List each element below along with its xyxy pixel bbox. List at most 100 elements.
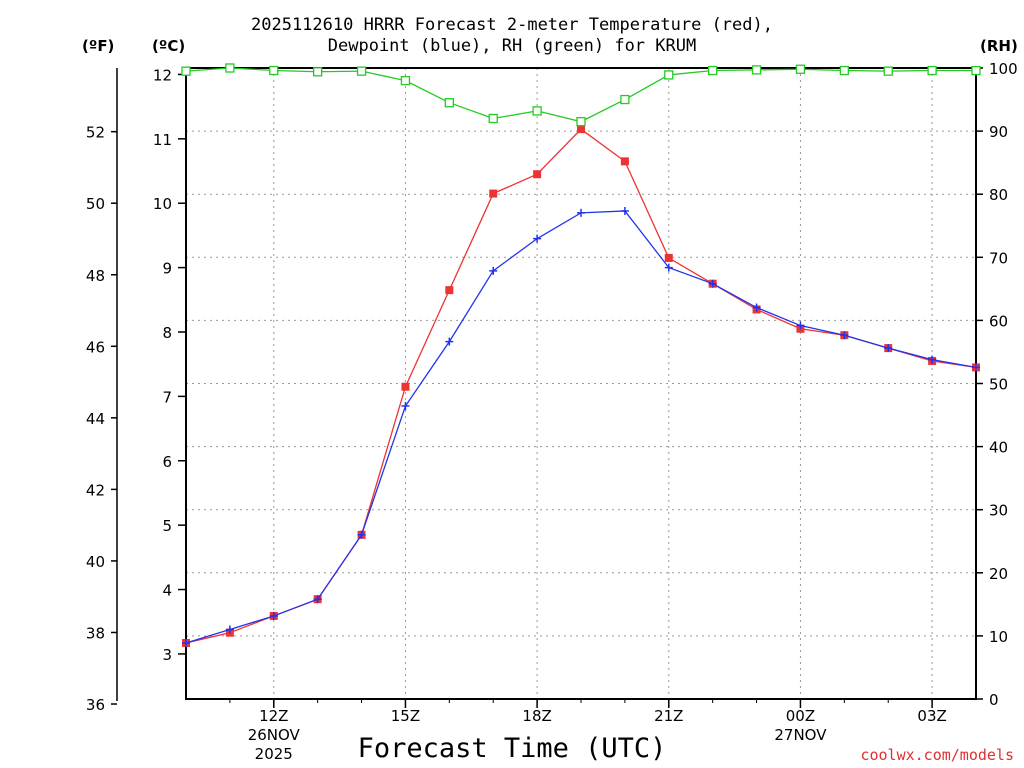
series-dewpoint bbox=[182, 206, 980, 647]
temperature-line bbox=[185, 128, 977, 644]
dewpoint-point bbox=[182, 638, 190, 647]
x-axis-tick-label: 21Z bbox=[654, 707, 683, 725]
f-axis-tick-label: 46 bbox=[86, 338, 105, 356]
rh-point bbox=[488, 113, 498, 124]
temperature-point bbox=[620, 157, 629, 166]
rh-point bbox=[444, 98, 454, 108]
celsius-unit-label: (ºC) bbox=[152, 37, 186, 55]
source-credit: coolwx.com/models bbox=[860, 746, 1014, 764]
rh-point bbox=[269, 65, 279, 76]
rh-axis-tick-label: 80 bbox=[989, 186, 1008, 204]
x-axis-tick-label: 15Z bbox=[391, 707, 420, 725]
dewpoint-point bbox=[840, 331, 849, 340]
rh-axis-tick-label: 30 bbox=[989, 502, 1008, 520]
rh-axis-tick-label: 0 bbox=[989, 691, 999, 709]
c-axis-tick-label: 8 bbox=[162, 324, 172, 342]
dewpoint-point bbox=[620, 206, 629, 215]
f-axis-tick-label: 36 bbox=[86, 696, 105, 714]
rh-point bbox=[795, 64, 806, 74]
c-axis-tick-label: 11 bbox=[153, 131, 172, 149]
rh-point bbox=[356, 66, 367, 76]
dewpoint-point bbox=[225, 625, 234, 634]
x-axis-tick-label: 2025 bbox=[255, 745, 293, 763]
dewpoint-point bbox=[796, 321, 805, 330]
chart-title-line-2: Dewpoint (blue), RH (green) for KRUM bbox=[327, 36, 697, 56]
series-temperature bbox=[182, 125, 980, 647]
dewpoint-point bbox=[577, 208, 585, 217]
axes: 3 4 5 6 7 8 9 10 11 12 36 38 40 42 44 46 48 50 52 0 10 20 30 40… bbox=[86, 60, 1018, 763]
rh-point bbox=[225, 63, 235, 73]
dewpoint-point bbox=[752, 303, 761, 312]
c-axis-tick-label: 7 bbox=[162, 388, 172, 406]
rh-point bbox=[181, 66, 191, 76]
dewpoint-point bbox=[928, 355, 937, 364]
dewpoint-line bbox=[185, 210, 977, 644]
rh-point bbox=[664, 70, 674, 80]
c-axis-tick-label: 4 bbox=[162, 582, 172, 600]
series-group bbox=[181, 63, 981, 647]
rh-point bbox=[532, 106, 542, 116]
c-axis-tick-label: 6 bbox=[162, 453, 172, 471]
rh-line bbox=[185, 67, 976, 123]
rh-axis-tick-label: 10 bbox=[989, 628, 1008, 646]
x-axis-tick-label: 03Z bbox=[917, 707, 946, 725]
fahrenheit-unit-label: (ºF) bbox=[82, 37, 115, 55]
rh-axis-tick-label: 100 bbox=[989, 60, 1018, 78]
dewpoint-point bbox=[269, 611, 278, 620]
dewpoint-point bbox=[708, 279, 717, 288]
dewpoint-point bbox=[313, 595, 322, 604]
rh-unit-label: (RH) bbox=[980, 37, 1018, 55]
c-axis-tick-label: 9 bbox=[162, 260, 172, 278]
temperature-point bbox=[445, 286, 454, 295]
f-axis-tick-label: 48 bbox=[86, 267, 105, 285]
f-axis-tick-label: 50 bbox=[86, 195, 105, 213]
f-axis-tick-label: 52 bbox=[86, 124, 105, 142]
f-axis-tick-label: 40 bbox=[86, 553, 105, 571]
c-axis-tick-label: 3 bbox=[162, 646, 172, 664]
rh-point bbox=[927, 65, 937, 76]
c-axis-tick-label: 12 bbox=[153, 66, 172, 84]
rh-point bbox=[751, 65, 762, 75]
dewpoint-point bbox=[533, 234, 542, 243]
dewpoint-point bbox=[357, 530, 366, 539]
dewpoint-point bbox=[401, 402, 410, 411]
rh-axis-tick-label: 40 bbox=[989, 439, 1008, 457]
chart-title-line-1: 2025112610 HRRR Forecast 2-meter Tempera… bbox=[251, 15, 773, 35]
dewpoint-point bbox=[884, 344, 893, 353]
x-axis-tick-label: 18Z bbox=[522, 707, 551, 725]
f-axis-tick-label: 44 bbox=[86, 410, 105, 428]
dewpoint-point bbox=[972, 363, 980, 372]
rh-axis-tick-label: 50 bbox=[989, 376, 1008, 394]
temperature-point bbox=[577, 125, 585, 134]
rh-point bbox=[839, 65, 849, 76]
temperature-point bbox=[533, 170, 542, 179]
rh-point bbox=[620, 94, 630, 105]
temperature-point bbox=[401, 382, 410, 391]
dewpoint-point bbox=[445, 337, 454, 346]
x-axis-tick-label: 26NOV bbox=[248, 726, 301, 744]
rh-axis-tick-label: 90 bbox=[989, 123, 1008, 141]
rh-point bbox=[883, 66, 893, 76]
dewpoint-point bbox=[664, 263, 673, 272]
f-axis-tick-label: 42 bbox=[86, 481, 105, 499]
x-axis-tick-label: 27NOV bbox=[774, 726, 827, 744]
rh-point bbox=[708, 65, 718, 76]
rh-axis-tick-label: 60 bbox=[989, 312, 1008, 330]
x-axis-tick-label: 00Z bbox=[786, 707, 815, 725]
f-axis-tick-label: 38 bbox=[86, 624, 105, 642]
dewpoint-point bbox=[489, 266, 498, 275]
rh-axis-tick-label: 70 bbox=[989, 249, 1008, 267]
c-axis-tick-label: 10 bbox=[153, 195, 172, 213]
rh-point bbox=[313, 67, 323, 77]
rh-point bbox=[400, 75, 411, 86]
x-axis-label: Forecast Time (UTC) bbox=[357, 733, 667, 764]
c-axis-tick-label: 5 bbox=[162, 517, 172, 535]
rh-point bbox=[576, 116, 586, 127]
rh-axis-tick-label: 20 bbox=[989, 565, 1008, 583]
series-rh bbox=[181, 63, 981, 127]
x-axis-tick-label: 12Z bbox=[259, 707, 288, 725]
rh-point bbox=[971, 65, 981, 76]
temperature-point bbox=[664, 253, 673, 262]
temperature-point bbox=[489, 189, 498, 198]
